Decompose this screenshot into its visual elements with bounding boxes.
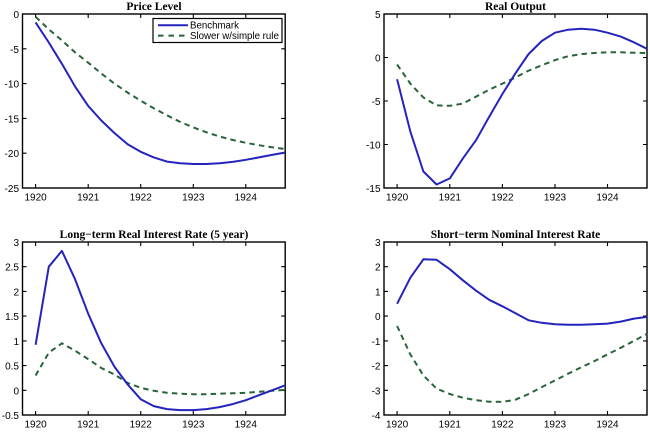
svg-text:-25: -25 [5, 184, 20, 195]
svg-text:1921: 1921 [77, 193, 100, 204]
svg-text:1922: 1922 [130, 420, 153, 430]
svg-text:-20: -20 [5, 149, 20, 160]
svg-text:-10: -10 [366, 141, 381, 152]
svg-text:3: 3 [13, 238, 19, 249]
svg-text:2.5: 2.5 [5, 263, 19, 274]
svg-text:1923: 1923 [544, 193, 567, 204]
svg-text:1921: 1921 [439, 193, 462, 204]
svg-text:1923: 1923 [544, 420, 567, 430]
svg-text:1924: 1924 [596, 420, 619, 430]
svg-text:1.5: 1.5 [5, 312, 19, 323]
svg-text:1921: 1921 [439, 420, 462, 430]
svg-text:2: 2 [13, 287, 19, 298]
svg-text:-10: -10 [5, 80, 20, 91]
svg-text:Benchmark: Benchmark [190, 20, 239, 31]
svg-text:Long−term Real Interest Rate (: Long−term Real Interest Rate (5 year) [60, 229, 249, 241]
svg-text:2: 2 [375, 263, 381, 274]
svg-text:1920: 1920 [24, 193, 47, 204]
svg-text:-5: -5 [10, 45, 19, 56]
svg-text:1920: 1920 [24, 420, 47, 430]
svg-text:Short−term Nominal Interest Ra: Short−term Nominal Interest Rate [431, 229, 601, 241]
svg-text:1920: 1920 [386, 193, 409, 204]
svg-text:1922: 1922 [491, 193, 514, 204]
svg-text:3: 3 [375, 238, 381, 249]
svg-text:1923: 1923 [182, 420, 205, 430]
svg-text:Price Level: Price Level [126, 1, 181, 13]
svg-text:0: 0 [13, 386, 19, 397]
svg-text:-4: -4 [372, 411, 381, 422]
svg-text:1920: 1920 [386, 420, 409, 430]
svg-text:5: 5 [375, 10, 381, 21]
svg-text:-15: -15 [366, 184, 381, 195]
svg-text:1922: 1922 [130, 193, 153, 204]
svg-text:1: 1 [13, 337, 19, 348]
svg-text:-0.5: -0.5 [2, 411, 20, 422]
svg-text:0: 0 [375, 312, 381, 323]
svg-text:Real Output: Real Output [485, 1, 546, 13]
svg-text:1924: 1924 [235, 420, 258, 430]
svg-text:0.5: 0.5 [5, 362, 19, 373]
svg-text:1921: 1921 [77, 420, 100, 430]
svg-text:-3: -3 [372, 386, 381, 397]
svg-text:1924: 1924 [235, 193, 258, 204]
svg-text:Slower w/simple rule: Slower w/simple rule [190, 31, 279, 42]
svg-text:1924: 1924 [596, 193, 619, 204]
svg-text:1922: 1922 [491, 420, 514, 430]
svg-text:-5: -5 [372, 97, 381, 108]
svg-text:-2: -2 [372, 362, 381, 373]
svg-text:-15: -15 [5, 114, 20, 125]
svg-text:0: 0 [13, 10, 19, 21]
svg-text:1923: 1923 [182, 193, 205, 204]
svg-text:-1: -1 [372, 337, 381, 348]
svg-text:0: 0 [375, 54, 381, 65]
svg-text:1: 1 [375, 287, 381, 298]
